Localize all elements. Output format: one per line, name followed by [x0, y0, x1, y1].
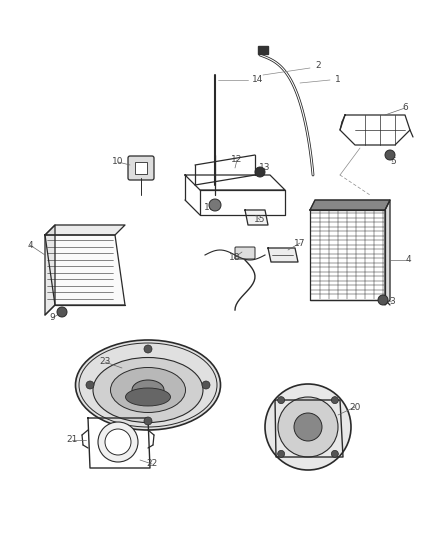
Text: 16: 16 — [204, 204, 216, 213]
Text: 23: 23 — [99, 358, 111, 367]
Text: 4: 4 — [27, 240, 33, 249]
FancyBboxPatch shape — [135, 162, 147, 174]
Circle shape — [144, 345, 152, 353]
Polygon shape — [310, 200, 390, 210]
Polygon shape — [385, 200, 390, 305]
Circle shape — [378, 295, 388, 305]
Text: 3: 3 — [389, 297, 395, 306]
Circle shape — [385, 150, 395, 160]
Text: 5: 5 — [390, 157, 396, 166]
Circle shape — [209, 199, 221, 211]
FancyBboxPatch shape — [128, 156, 154, 180]
Circle shape — [265, 384, 351, 470]
Polygon shape — [268, 248, 298, 262]
Text: 9: 9 — [49, 313, 55, 322]
Circle shape — [278, 397, 285, 403]
Text: 13: 13 — [259, 164, 271, 173]
Circle shape — [57, 307, 67, 317]
Polygon shape — [245, 210, 268, 225]
Text: 2: 2 — [315, 61, 321, 70]
Circle shape — [105, 429, 131, 455]
Ellipse shape — [93, 358, 203, 423]
Circle shape — [202, 381, 210, 389]
Text: 20: 20 — [350, 402, 360, 411]
Text: 14: 14 — [252, 75, 264, 84]
Text: 10: 10 — [112, 157, 124, 166]
Text: 1: 1 — [335, 75, 341, 84]
Circle shape — [332, 450, 339, 457]
Circle shape — [332, 397, 339, 403]
Text: 4: 4 — [405, 255, 411, 264]
Bar — [258, 46, 268, 54]
Ellipse shape — [75, 340, 220, 430]
Text: 17: 17 — [294, 238, 306, 247]
Circle shape — [278, 450, 285, 457]
Circle shape — [144, 417, 152, 425]
Text: 21: 21 — [66, 435, 78, 445]
Circle shape — [278, 397, 338, 457]
Ellipse shape — [126, 388, 170, 406]
Polygon shape — [45, 225, 125, 235]
Circle shape — [255, 167, 265, 177]
Text: 12: 12 — [231, 156, 243, 165]
Polygon shape — [45, 235, 125, 305]
Ellipse shape — [132, 380, 164, 400]
Circle shape — [86, 381, 94, 389]
Text: 22: 22 — [146, 459, 158, 469]
Text: 18: 18 — [229, 253, 241, 262]
Circle shape — [294, 413, 322, 441]
FancyBboxPatch shape — [235, 247, 255, 259]
Circle shape — [98, 422, 138, 462]
Text: 6: 6 — [402, 103, 408, 112]
Text: 15: 15 — [254, 215, 266, 224]
Polygon shape — [45, 225, 55, 315]
Ellipse shape — [110, 367, 186, 413]
